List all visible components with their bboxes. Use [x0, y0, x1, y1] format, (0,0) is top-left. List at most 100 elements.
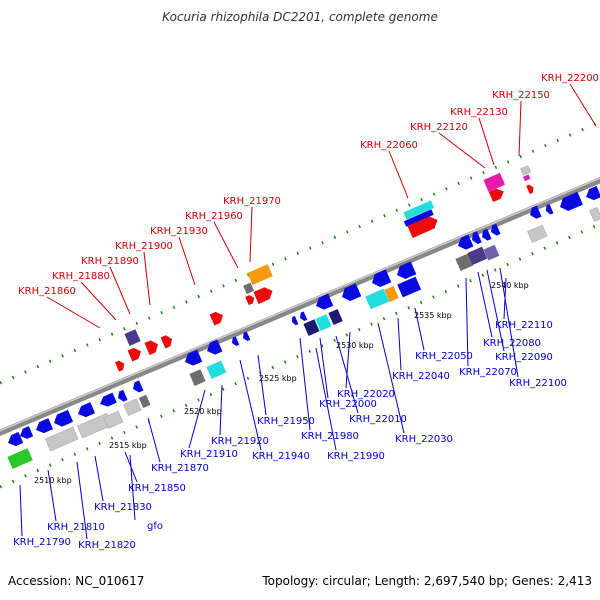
gene-feature[interactable] — [230, 336, 240, 347]
gene-feature[interactable] — [403, 209, 434, 227]
gene-feature[interactable] — [51, 409, 74, 429]
gene-label[interactable]: KRH_22200 — [541, 73, 599, 84]
gene-feature[interactable] — [18, 426, 34, 441]
gene-label[interactable]: KRH_21890 — [81, 256, 139, 267]
gene-feature[interactable] — [243, 282, 255, 295]
gene-feature[interactable] — [138, 394, 151, 409]
gene-label[interactable]: KRH_22010 — [349, 414, 407, 425]
gene-label[interactable]: KRH_22130 — [450, 107, 508, 118]
gene-label[interactable]: KRH_22000 — [319, 399, 377, 410]
gene-feature[interactable] — [480, 228, 492, 242]
gene-feature[interactable] — [189, 369, 206, 386]
gene-feature[interactable] — [483, 244, 500, 261]
gene-feature[interactable] — [103, 410, 124, 429]
gene-feature[interactable] — [127, 346, 144, 362]
gene-label[interactable]: KRH_22110 — [495, 320, 553, 331]
gene-feature[interactable] — [467, 246, 488, 265]
gene-label[interactable]: KRH_22100 — [509, 378, 567, 389]
gene-label[interactable]: KRH_21950 — [257, 416, 315, 427]
gene-label[interactable]: KRH_22060 — [360, 140, 418, 151]
gene-feature[interactable] — [144, 338, 160, 355]
gene-feature[interactable] — [527, 224, 548, 243]
gene-feature[interactable] — [313, 293, 334, 312]
gene-label[interactable]: KRH_21920 — [211, 436, 269, 447]
gene-label[interactable]: KRH_22070 — [459, 367, 517, 378]
gene-feature[interactable] — [584, 185, 600, 203]
leader-line — [47, 469, 57, 522]
gene-feature[interactable] — [115, 359, 126, 372]
gene-label[interactable]: KRH_21930 — [150, 226, 208, 237]
gene-feature[interactable] — [523, 174, 531, 182]
leader-line — [299, 337, 311, 431]
gene-label[interactable]: KRH_21960 — [185, 211, 243, 222]
gene-feature[interactable] — [369, 269, 392, 289]
gene-feature[interactable] — [589, 206, 600, 222]
gene-label[interactable]: KRH_21830 — [94, 502, 152, 513]
gene-feature[interactable] — [520, 165, 532, 176]
gene-feature[interactable] — [123, 398, 142, 416]
gene-label[interactable]: KRH_21810 — [47, 522, 105, 533]
gene-feature[interactable] — [397, 276, 422, 298]
gene-feature[interactable] — [455, 253, 474, 271]
gene-feature[interactable] — [489, 223, 501, 237]
gene-feature[interactable] — [7, 448, 33, 469]
gene-feature[interactable] — [253, 285, 275, 304]
gene-label[interactable]: KRH_21980 — [301, 431, 359, 442]
gene-feature[interactable] — [483, 172, 506, 192]
gene-feature[interactable] — [45, 426, 79, 452]
gene-feature[interactable] — [182, 349, 203, 368]
gene-feature[interactable] — [245, 294, 256, 306]
gene-feature[interactable] — [488, 186, 506, 203]
gene-feature[interactable] — [544, 204, 554, 216]
gene-label[interactable]: KRH_22080 — [483, 338, 541, 349]
gene-label[interactable]: KRH_21940 — [252, 451, 310, 462]
gene-feature[interactable] — [76, 402, 96, 419]
gene-feature[interactable] — [455, 234, 474, 252]
gene-label[interactable]: KRH_21850 — [128, 483, 186, 494]
gene-feature[interactable] — [116, 389, 128, 403]
gene-feature[interactable] — [365, 288, 390, 310]
gene-feature[interactable] — [403, 200, 435, 220]
gene-label[interactable]: KRH_21820 — [78, 540, 136, 551]
gene-feature[interactable] — [6, 431, 24, 449]
gene-label[interactable]: KRH_21910 — [180, 449, 238, 460]
gene-label[interactable]: KRH_22050 — [415, 351, 473, 362]
gene-feature[interactable] — [470, 231, 482, 245]
gene-feature[interactable] — [98, 392, 117, 409]
gene-feature[interactable] — [328, 309, 343, 325]
gene-label[interactable]: KRH_21990 — [327, 451, 385, 462]
gene-feature[interactable] — [384, 286, 399, 302]
gene-label[interactable]: KRH_22120 — [410, 122, 468, 133]
gene-feature[interactable] — [298, 311, 308, 322]
gene-feature[interactable] — [339, 283, 362, 303]
gene-feature[interactable] — [34, 418, 54, 435]
gene-feature[interactable] — [407, 214, 440, 238]
gene-label[interactable]: KRH_21970 — [223, 196, 281, 207]
gene-label[interactable]: KRH_22090 — [495, 352, 553, 363]
gene-feature[interactable] — [303, 319, 320, 336]
gene-feature[interactable] — [526, 183, 535, 195]
gene-feature[interactable] — [528, 205, 542, 221]
gene-label[interactable]: KRH_21900 — [115, 241, 173, 252]
gene-feature[interactable] — [131, 380, 144, 394]
gene-label[interactable]: KRH_21870 — [151, 463, 209, 474]
gene-feature[interactable] — [124, 329, 141, 346]
gene-feature[interactable] — [290, 315, 299, 326]
gene-label[interactable]: KRH_21880 — [52, 271, 110, 282]
gene-feature[interactable] — [247, 264, 273, 285]
gene-feature[interactable] — [206, 360, 227, 379]
gene-label[interactable]: KRH_21860 — [18, 286, 76, 297]
gene-feature[interactable] — [394, 261, 417, 281]
gene-label[interactable]: gfo — [147, 521, 163, 532]
gene-feature[interactable] — [315, 314, 332, 331]
gene-label[interactable]: KRH_22030 — [395, 434, 453, 445]
gene-label[interactable]: KRH_22020 — [337, 389, 395, 400]
gene-feature[interactable] — [241, 331, 251, 342]
gene-label[interactable]: KRH_22040 — [392, 371, 450, 382]
gene-feature[interactable] — [204, 339, 223, 357]
gene-label[interactable]: KRH_22150 — [492, 90, 550, 101]
gene-label[interactable]: KRH_21790 — [13, 537, 71, 548]
gene-feature[interactable] — [557, 191, 583, 214]
gene-feature[interactable] — [209, 310, 226, 326]
gene-feature[interactable] — [160, 334, 175, 349]
